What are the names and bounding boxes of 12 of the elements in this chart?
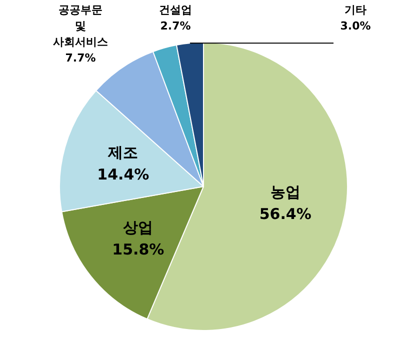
data-label: 56.4% (259, 205, 312, 224)
data-label: 15.8% (112, 240, 164, 259)
slice-label: 기타 (344, 4, 366, 16)
slice-label: 건설업 (159, 4, 192, 16)
slice-label: 제조 (107, 144, 138, 162)
slice-label: 상업 (123, 218, 154, 237)
data-label: 3.0% (340, 20, 371, 32)
data-label: 2.7% (160, 20, 191, 32)
data-label: 14.4% (97, 166, 150, 184)
slice-label: 공공부문 및 사회서비스 (53, 4, 108, 48)
data-label: 7.7% (65, 52, 96, 64)
slice-label: 농업 (270, 183, 300, 202)
